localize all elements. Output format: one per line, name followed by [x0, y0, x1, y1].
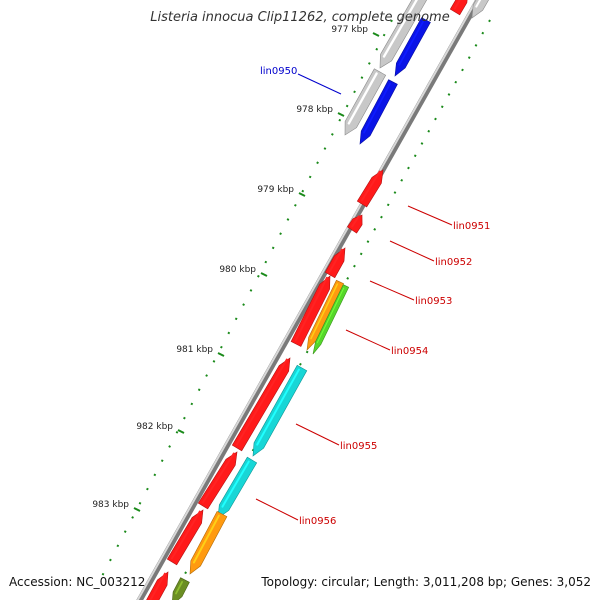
gene-label-lin0950[interactable]: lin0950 [260, 66, 342, 95]
gene-label-text: lin0955 [340, 441, 377, 452]
scale-tick-label: 981 kbp [176, 345, 213, 355]
gene-label-text: lin0950 [260, 66, 297, 77]
genome-backbone-highlight [136, 0, 478, 600]
gene-label-lin0954[interactable]: lin0954 [345, 329, 428, 357]
gene-label-lin0952[interactable]: lin0952 [389, 240, 472, 268]
scale-tick-label: 982 kbp [136, 422, 173, 432]
gene-label-lin0951[interactable]: lin0951 [407, 205, 490, 232]
gene-grey-top-right[interactable] [471, 0, 493, 19]
gene-lin0954-green[interactable] [312, 284, 350, 355]
accession-text: Accession: NC_003212 [9, 575, 146, 589]
gene-cyan-lower[interactable] [217, 456, 258, 519]
scale-tick-label: 983 kbp [92, 500, 129, 510]
genome-backbone [136, 0, 482, 600]
gene-label-text: lin0953 [415, 296, 452, 307]
gene-lin0951-block[interactable] [356, 169, 384, 208]
scale-tick-1: 978 kbp [296, 105, 345, 117]
page-title: Listeria innocua Clip11262, complete gen… [150, 10, 450, 25]
gene-lin0950-blue[interactable] [359, 79, 398, 145]
outer-scale [99, 19, 393, 581]
gene-red-lower-a[interactable] [166, 509, 204, 566]
scale-tick-6: 983 kbp [92, 500, 141, 512]
gene-label-text: lin0954 [391, 346, 428, 357]
gene-label-lin0955[interactable]: lin0955 [295, 423, 377, 452]
scale-tick-label: 979 kbp [257, 185, 294, 195]
gene-grey-upper[interactable] [379, 0, 431, 69]
gene-label-lin0956[interactable]: lin0956 [255, 498, 336, 527]
gene-grey-lin0950[interactable] [344, 68, 387, 136]
gene-red-lower-b[interactable] [145, 571, 169, 600]
gene-olive-bottom[interactable] [172, 577, 190, 600]
gene-lin0954-block[interactable] [290, 275, 331, 347]
gene-blue-upper[interactable] [394, 17, 431, 77]
genome-summary-text: Topology: circular; Length: 3,011,208 bp… [261, 575, 591, 589]
gene-label-text: lin0952 [435, 257, 472, 268]
gene-lin0955-block[interactable] [231, 357, 291, 452]
gene-lin0953-block[interactable] [324, 247, 346, 279]
gene-lin0952-block[interactable] [346, 214, 363, 234]
gene-lin0956-block[interactable] [197, 451, 238, 510]
scale-tick-5: 982 kbp [136, 422, 185, 434]
gene-label-text: lin0956 [299, 516, 336, 527]
gene-orange-lower[interactable] [189, 510, 228, 575]
scale-tick-0: 977 kbp [331, 25, 380, 37]
gene-red-top[interactable] [449, 0, 468, 16]
scale-tick-2: 979 kbp [257, 185, 306, 197]
scale-tick-label: 978 kbp [296, 105, 333, 115]
gene-cyan-upper[interactable] [252, 364, 308, 457]
gene-label-lin0953[interactable]: lin0953 [369, 280, 452, 307]
scale-tick-4: 981 kbp [176, 345, 225, 357]
gene-label-text: lin0951 [453, 221, 490, 232]
scale-tick-label: 977 kbp [331, 25, 368, 35]
scale-tick-3: 980 kbp [219, 265, 268, 277]
scale-tick-label: 980 kbp [219, 265, 256, 275]
gene-orange-mid[interactable] [306, 279, 345, 351]
